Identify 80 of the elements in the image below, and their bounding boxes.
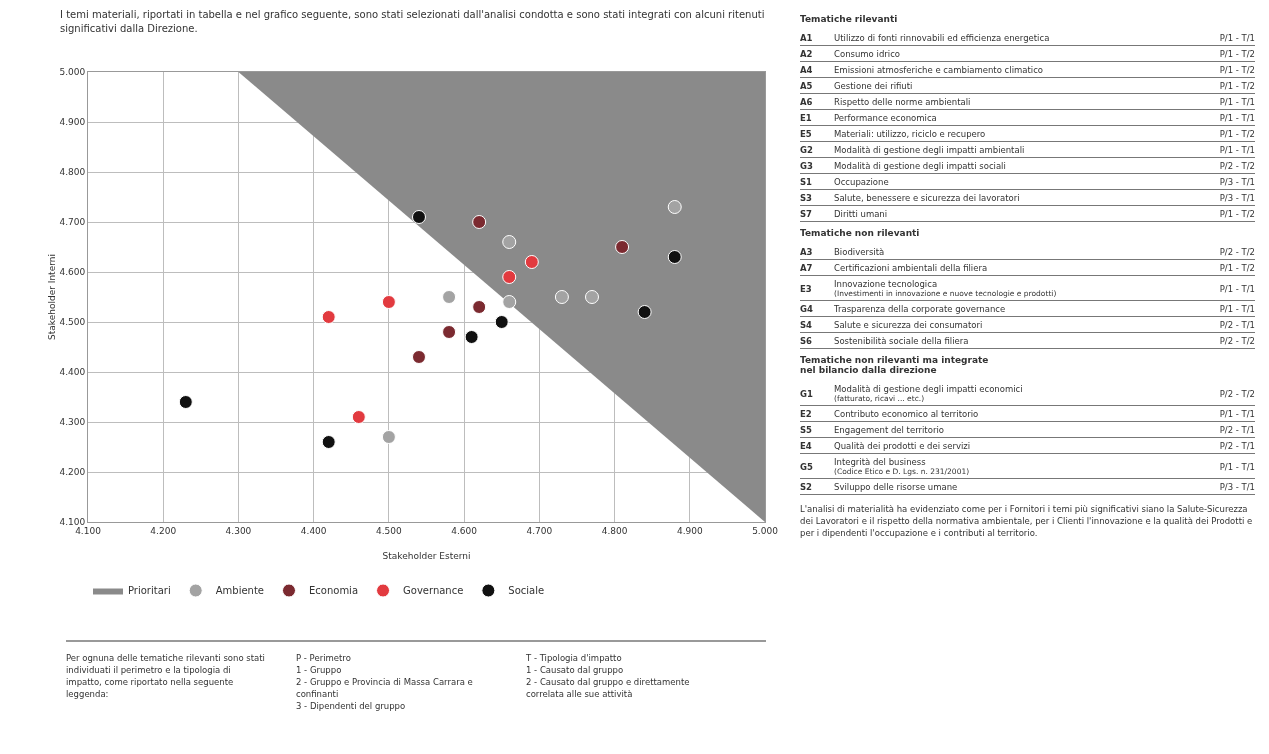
x-tick-label: 4.200 [150, 525, 177, 536]
x-tick-label: 4.800 [601, 525, 628, 536]
text: A4 Emissioni atmosferiche e cambiamento climatico P/1 - T/2 [800, 65, 1255, 75]
text: Tematiche non rilevanti ma integrate nel bilancio dalla direzione [800, 355, 990, 375]
text: S2 Sviluppo delle risorse umane P/3 - T/1 [800, 482, 1255, 492]
point [554, 290, 569, 304]
point [524, 255, 539, 269]
text: S5 Engagement del territorio P/2 - T/1 [800, 425, 1255, 435]
y-tick-label: 4.400 [59, 367, 86, 378]
point [494, 315, 509, 329]
y-axis-title: Stakeholder Interni [47, 254, 58, 340]
text: G2 Modalità di gestione degli impatti ambientali P/1 - T/1 [800, 145, 1255, 155]
text: S6 Sostenibilità sociale della filiera P/2 - T/2 [800, 336, 1255, 346]
text: Per ognuna delle tematiche rilevanti sono stati individuati il perimetro e la tipologia di impatto, come riportato nella seguente leggenda: [66, 652, 266, 701]
point [464, 330, 479, 344]
legend-label: Economia [308, 585, 359, 597]
y-tick-label: 4.700 [59, 217, 86, 228]
point [381, 295, 396, 309]
y-tick-label: 4.300 [59, 417, 86, 428]
text: G3 Modalità di gestione degli impatti sociali P/2 - T/2 [800, 161, 1255, 171]
point [502, 295, 517, 309]
point [502, 270, 517, 284]
point [472, 300, 487, 314]
y-tick-label: 5.000 [59, 67, 86, 78]
text: A1 Utilizzo di fonti rinnovabili ed efficienza energetica P/1 - T/1 [800, 33, 1255, 43]
point [585, 290, 599, 304]
point [178, 395, 193, 409]
y-tick-label: 4.500 [59, 317, 86, 328]
y-tick-label: 4.600 [59, 267, 86, 278]
text: E4 Qualità dei prodotti e dei servizi P/2 - T/1 [800, 441, 1255, 451]
y-tick-label: 4.100 [59, 517, 86, 528]
point [442, 290, 457, 304]
point [637, 305, 652, 319]
x-tick-label: 4.900 [676, 525, 703, 536]
text: S7 Diritti umani P/1 - T/2 [800, 209, 1255, 219]
x-tick-label: 4.600 [451, 525, 478, 536]
legend-label: Sociale [508, 585, 545, 597]
y-tick-label: 4.900 [59, 117, 86, 128]
x-tick-label: 4.700 [526, 525, 553, 536]
x-axis-title: Stakeholder Esterni [382, 551, 471, 561]
x-tick-label: 5.000 [752, 525, 779, 536]
text: A5 Gestione dei rifiuti P/1 - T/2 [800, 81, 1255, 91]
point [442, 325, 457, 339]
point [411, 350, 426, 364]
point [615, 240, 630, 254]
point [411, 210, 426, 224]
text: A6 Rispetto delle norme ambientali P/1 - T/1 [800, 97, 1255, 107]
legend-label: Governance [403, 585, 464, 597]
x-tick-label: 4.500 [376, 525, 403, 536]
point [351, 410, 366, 424]
x-tick-label: 4.100 [75, 525, 102, 536]
text: S1 Occupazione P/3 - T/1 [800, 177, 1255, 187]
point [381, 430, 396, 444]
point [667, 200, 682, 214]
legend-label: Prioritari [128, 585, 171, 597]
text: Tematiche rilevanti [800, 14, 899, 24]
text: G4 Trasparenza della corporate governance P/1 - T/1 [800, 304, 1255, 314]
text: A3 Biodiversità P/2 - T/2 [800, 247, 1255, 257]
legend-label: Ambiente [215, 585, 264, 597]
y-tick-label: 4.200 [59, 467, 86, 478]
x-tick-label: 4.400 [300, 525, 327, 536]
text: A2 Consumo idrico P/1 - T/2 [800, 49, 1255, 59]
text: E5 Materiali: utilizzo, riciclo e recupero P/1 - T/2 [800, 129, 1255, 139]
point [321, 435, 336, 449]
text: Tematiche non rilevanti [800, 228, 921, 238]
text: S3 Salute, benessere e sicurezza dei lavoratori P/3 - T/1 [800, 193, 1255, 203]
text: T - Tipologia d'impatto 1 - Causato dal gruppo 2 - Causato dal gruppo e direttamente correlata alle sue attività [526, 652, 691, 701]
text: S4 Salute e sicurezza dei consumatori P/2 - T/1 [800, 320, 1255, 330]
point [321, 310, 336, 324]
x-tick-label: 4.300 [225, 525, 252, 536]
text: P - Perimetro 1 - Gruppo 2 - Gruppo e Provincia di Massa Carrara e confinanti 3 - Dipendenti del gruppo [296, 652, 474, 712]
text: L'analisi di materialità ha evidenziato come per i Fornitori i temi più significativi siano la Salute-Sicurezza dei Lavoratori e il rispetto della normativa ambientale, per i Clienti l'innovazione e la qualità dei Prodotti e per i dipendenti l'occupazione e i contributi al territorio. [800, 503, 1254, 539]
chart-title: I temi materiali, riportati in tabella e nel grafico seguente, sono stati selezionati dall'analisi condotta e sono stati integrati con alcuni ritenuti significativi dalla Direzione. [60, 8, 766, 36]
text: E2 Contributo economico al territorio P/1 - T/1 [800, 409, 1255, 419]
point [502, 235, 517, 249]
y-tick-label: 4.800 [59, 167, 86, 178]
point [472, 215, 487, 229]
text: E1 Performance economica P/1 - T/1 [800, 113, 1255, 123]
point [667, 250, 682, 264]
text: A7 Certificazioni ambientali della filiera P/1 - T/2 [800, 263, 1255, 273]
